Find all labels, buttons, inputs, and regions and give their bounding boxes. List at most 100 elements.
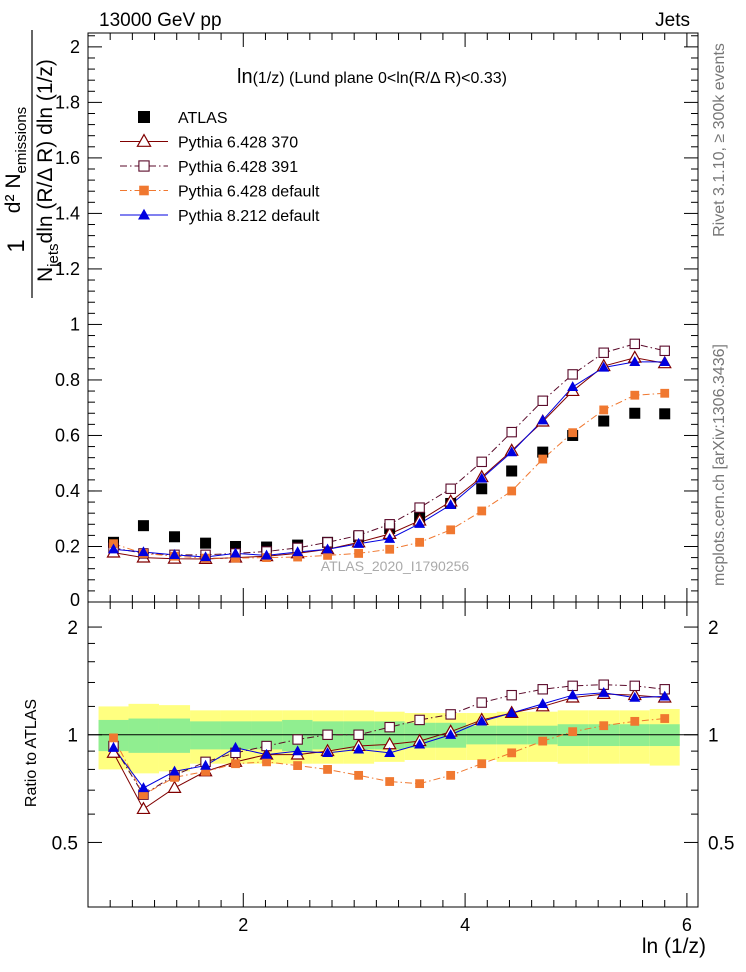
main-y-tick-label: 1.8 — [55, 92, 80, 112]
main-point-pythia-6-428-391 — [384, 519, 395, 530]
main-point-atlas — [506, 465, 518, 477]
ratio-point-pythia-6-428-391 — [629, 680, 641, 692]
ratio-point-pythia-8-212-default — [200, 759, 212, 770]
main-point-atlas — [230, 540, 242, 552]
ratio-point-pythia-8-212-default — [353, 743, 365, 754]
header-process-label: Jets — [655, 10, 690, 31]
main-y-tick-label: 1.4 — [55, 203, 80, 223]
ratio-point-pythia-6-428-default — [415, 779, 425, 789]
ratio-point-pythia-6-428-default — [354, 770, 364, 780]
main-point-pythia-6-428-default — [599, 405, 609, 415]
main-point-pythia-6-428-391 — [659, 345, 670, 357]
main-point-pythia-8-212-default — [537, 414, 549, 425]
main-y-tick-label: 1.2 — [55, 259, 80, 279]
title-rest: (1/z) (Lund plane 0<ln(R/Δ R)<0.33) — [253, 70, 507, 87]
legend-marker-pythia-6-428-370 — [136, 133, 152, 147]
main-point-atlas — [476, 483, 488, 495]
rivet-events-label: Rivet 3.1.10, ≥ 300k events — [711, 43, 728, 237]
mcplots-source-label: mcplots.cern.ch [arXiv:1306.3436] — [711, 344, 728, 586]
main-point-pythia-8-212-default — [629, 356, 641, 367]
ratio-stat-uncertainty-band — [190, 721, 221, 750]
ratio-point-pythia-8-212-default — [476, 715, 488, 726]
main-y-tick-label: 0.8 — [55, 370, 80, 390]
main-point-pythia-8-212-default — [659, 356, 671, 367]
main-point-pythia-6-428-default — [538, 454, 548, 464]
main-y-axis-label: 1 d² Nemissions Njetsdln (R/Δ R) dln (1/… — [2, 30, 62, 298]
main-point-pythia-8-212-default — [598, 361, 610, 372]
main-point-pythia-8-212-default — [322, 543, 334, 554]
ratio-point-pythia-6-428-default — [568, 727, 578, 737]
main-point-pythia-8-212-default — [169, 549, 181, 559]
main-point-pythia-6-428-default — [293, 552, 303, 562]
main-point-pythia-6-428-default — [231, 553, 240, 563]
main-y-tick-label: 0.6 — [55, 425, 80, 445]
ratio-y-tick-label-right: 1 — [708, 726, 719, 747]
main-point-atlas — [629, 407, 641, 419]
main-point-atlas — [537, 446, 549, 458]
main-point-pythia-8-212-default — [292, 546, 304, 557]
ratio-point-pythia-8-212-default — [108, 741, 120, 752]
ratio-point-pythia-6-428-391 — [567, 680, 578, 692]
main-point-pythia-8-212-default — [137, 546, 149, 557]
ratio-point-pythia-6-428-default — [201, 766, 210, 776]
ratio-stat-uncertainty-band — [158, 718, 191, 753]
x-tick-label: 2 — [238, 915, 248, 935]
legend-marker-atlas — [138, 111, 150, 123]
main-point-pythia-6-428-391 — [506, 426, 517, 438]
main-point-pythia-6-428-default — [630, 390, 640, 400]
ratio-point-pythia-8-212-default — [445, 728, 457, 739]
y-label-emissions-sub: emissions — [13, 107, 30, 174]
x-tick-label: 6 — [682, 915, 692, 935]
ratio-point-pythia-6-428-default — [323, 765, 332, 774]
main-watermark: ATLAS_2020_I1790256 — [321, 558, 470, 574]
main-point-pythia-6-428-default — [323, 550, 332, 560]
ratio-point-pythia-8-212-default — [261, 748, 273, 759]
legend-marker-pythia-8-212-default — [138, 208, 150, 220]
main-y-tick-label: 0.2 — [55, 536, 80, 556]
ratio-point-pythia-6-428-391 — [292, 734, 303, 745]
legend-label-pythia-6-428-391: Pythia 6.428 391 — [178, 159, 298, 176]
main-point-pythia-8-212-default — [261, 549, 273, 560]
ratio-point-pythia-6-428-391 — [322, 729, 333, 740]
ratio-point-pythia-8-212-default — [137, 782, 149, 793]
main-point-pythia-6-428-default — [385, 544, 395, 554]
ratio-point-pythia-8-212-default — [629, 691, 641, 702]
ratio-point-pythia-6-428-391 — [476, 697, 487, 708]
ratio-point-pythia-6-428-370 — [136, 801, 151, 815]
main-point-pythia-6-428-391 — [414, 502, 425, 513]
ratio-y-tick-label: 0.5 — [52, 833, 78, 854]
ratio-point-pythia-8-212-default — [230, 741, 242, 752]
main-y-tick-label: 1 — [70, 314, 80, 334]
header-collider-label: 13000 GeV pp — [99, 10, 222, 31]
legend-marker-pythia-6-428-default — [139, 185, 149, 196]
ratio-point-pythia-6-428-391 — [537, 684, 548, 695]
ratio-point-pythia-8-212-default — [414, 738, 426, 749]
x-axis-label: ln (1/z) — [642, 935, 706, 958]
main-point-pythia-6-428-default — [446, 525, 456, 535]
y-label-jets-sub: jets — [45, 243, 62, 267]
main-point-pythia-6-428-default — [568, 428, 578, 438]
ratio-point-pythia-8-212-default — [598, 687, 610, 697]
main-point-pythia-6-428-391 — [445, 483, 456, 494]
legend-label-pythia-8-212-default: Pythia 8.212 default — [178, 208, 320, 225]
ratio-point-pythia-6-428-default — [231, 759, 240, 769]
main-y-tick-label: 2 — [70, 37, 80, 57]
main-point-pythia-6-428-391 — [537, 395, 548, 406]
ratio-point-pythia-8-212-default — [384, 747, 396, 757]
ratio-y-tick-label-right: 2 — [708, 618, 719, 639]
ratio-point-pythia-6-428-391 — [445, 709, 456, 720]
legend: ATLAS Pythia 6.428 370 Pythia 6.428 391 Pyt… — [120, 110, 320, 225]
main-point-pythia-6-428-default — [507, 486, 517, 496]
ratio-plot-frame — [87, 601, 699, 908]
main-point-pythia-6-428-default — [415, 537, 425, 547]
ratio-point-pythia-6-428-default — [170, 772, 179, 782]
title-ln: ln — [237, 66, 253, 88]
main-plot-title: ln(1/z) (Lund plane 0<ln(R/Δ R)<0.33) — [237, 66, 507, 88]
main-point-pythia-8-212-default — [230, 547, 242, 558]
ratio-plot: 0.5 0.5 1 1 2 2 2 4 6 Ratio to ATLAS ln (1/z) — [23, 33, 734, 958]
y-label-N: N — [34, 267, 57, 282]
ratio-point-pythia-6-428-default — [538, 736, 548, 746]
main-point-pythia-6-428-391 — [567, 369, 578, 380]
ratio-point-pythia-8-212-default — [169, 765, 181, 776]
